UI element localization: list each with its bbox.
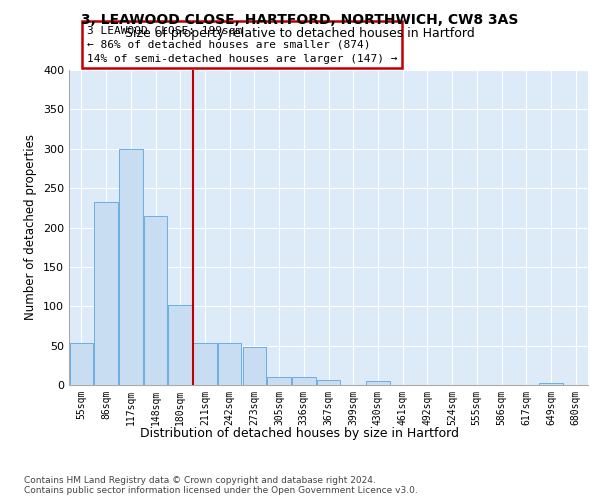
Bar (218, 344, 241, 385)
Bar (119, 149, 143, 385)
Bar (144, 216, 167, 385)
Text: 3, LEAWOOD CLOSE, HARTFORD, NORTHWICH, CW8 3AS: 3, LEAWOOD CLOSE, HARTFORD, NORTHWICH, C… (82, 12, 518, 26)
Bar (70, 344, 93, 385)
Bar (169, 304, 192, 385)
Text: Size of property relative to detached houses in Hartford: Size of property relative to detached ho… (125, 28, 475, 40)
Bar (242, 347, 266, 385)
Text: Contains HM Land Registry data © Crown copyright and database right 2024.
Contai: Contains HM Land Registry data © Crown c… (24, 476, 418, 495)
Bar (317, 380, 340, 385)
Bar (539, 382, 563, 385)
Bar (366, 381, 389, 385)
Bar (94, 202, 118, 385)
Text: Distribution of detached houses by size in Hartford: Distribution of detached houses by size … (140, 428, 460, 440)
Y-axis label: Number of detached properties: Number of detached properties (25, 134, 37, 320)
Bar (292, 377, 316, 385)
Text: 3 LEAWOOD CLOSE: 199sqm
← 86% of detached houses are smaller (874)
14% of semi-d: 3 LEAWOOD CLOSE: 199sqm ← 86% of detache… (87, 26, 397, 64)
Bar (193, 344, 217, 385)
Bar (268, 377, 291, 385)
